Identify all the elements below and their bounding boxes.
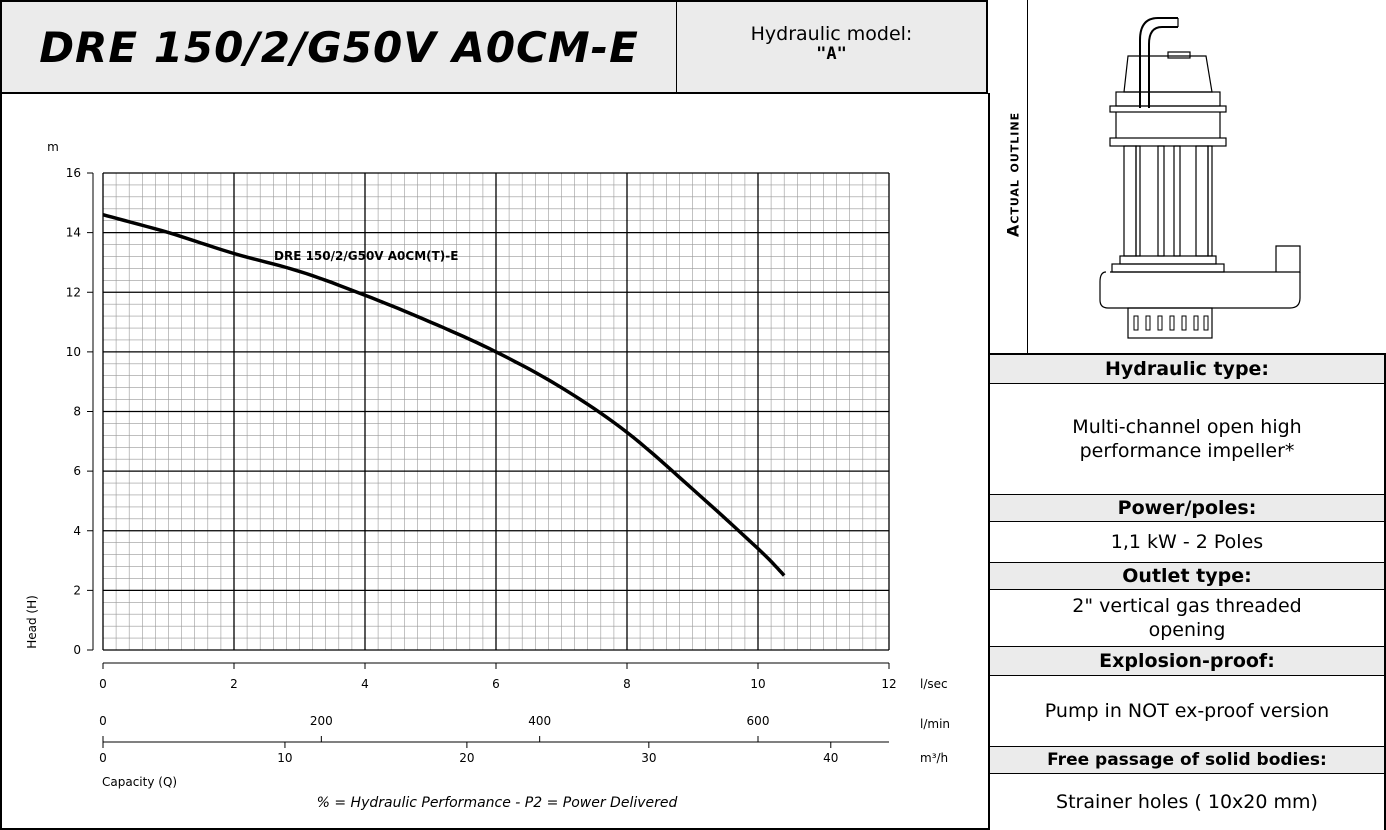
power-header: Power/poles: xyxy=(988,494,1386,522)
title-box: DRE 150/2/G50V A0CM-E xyxy=(0,0,678,94)
pump-outline-box xyxy=(1028,0,1386,354)
hydraulic-model-label: Hydraulic model: xyxy=(750,23,913,45)
x-tick-label-lmin: 0 xyxy=(99,714,107,728)
chart-frame: 0 2 4 6 8 10 12 14 16 0 2 4 6 8 10 12 l/sec 0 200 400 600 l/m… xyxy=(0,93,990,830)
x-tick-label-lsec: 0 xyxy=(99,677,107,691)
y-axis-label: Head (H) xyxy=(25,595,39,649)
series-label: DRE 150/2/G50V A0CM(T)-E xyxy=(274,249,458,263)
power-text: 1,1 kW - 2 Poles xyxy=(1110,531,1264,553)
hydraulic-model-box: Hydraulic model: "A" xyxy=(676,0,988,94)
passage-header: Free passage of solid bodies: xyxy=(988,746,1386,774)
x-tick-label-lmin: 200 xyxy=(310,714,333,728)
x-tick-label-lsec: 8 xyxy=(623,677,631,691)
actual-outline-label: Actual outline xyxy=(1003,111,1023,238)
x-tick-label-lmin: 600 xyxy=(747,714,770,728)
hydraulic-type-text: Multi-channel open high performance impe… xyxy=(1072,416,1302,462)
x-unit-lmin: l/min xyxy=(920,717,950,731)
y-tick-label: 16 xyxy=(66,166,81,180)
x-tick-label-lsec: 6 xyxy=(492,677,500,691)
hydraulic-model-value: "A" xyxy=(816,44,847,64)
x-unit-m3h: m³/h xyxy=(920,751,948,765)
y-tick-label: 10 xyxy=(66,345,81,359)
hydraulic-type-value: Multi-channel open high performance impe… xyxy=(988,384,1386,494)
x-tick-label-m3h: 0 xyxy=(99,751,107,765)
x-tick-label-lsec: 4 xyxy=(361,677,369,691)
y-tick-label: 8 xyxy=(73,405,81,419)
y-tick-label: 2 xyxy=(73,583,81,597)
x-tick-label-lsec: 2 xyxy=(230,677,238,691)
x-tick-label-lsec: 10 xyxy=(750,677,765,691)
x-tick-label-lsec: 12 xyxy=(881,677,896,691)
x-tick-label-m3h: 10 xyxy=(277,751,292,765)
y-tick-label: 14 xyxy=(66,226,81,240)
x-axis-label: Capacity (Q) xyxy=(102,775,177,789)
hydraulic-type-header: Hydraulic type: xyxy=(988,354,1386,384)
x-tick-label-m3h: 40 xyxy=(823,751,838,765)
page-title: DRE 150/2/G50V A0CM-E xyxy=(39,22,639,72)
y-unit-label: m xyxy=(47,140,59,154)
passage-text: Strainer holes ( 10x20 mm) xyxy=(1056,791,1318,813)
chart-footnote: % = Hydraulic Performance - P2 = Power D… xyxy=(317,795,678,811)
y-tick-label: 4 xyxy=(73,524,81,538)
y-tick-label: 6 xyxy=(73,464,81,478)
explosion-value: Pump in NOT ex-proof version xyxy=(988,676,1386,746)
outlet-text: 2" vertical gas threaded opening xyxy=(1072,595,1302,641)
outlet-value: 2" vertical gas threaded opening xyxy=(988,590,1386,646)
outlet-header: Outlet type: xyxy=(988,562,1386,590)
y-tick-label: 12 xyxy=(66,285,81,299)
x-tick-label-m3h: 30 xyxy=(641,751,656,765)
x-tick-label-lmin: 400 xyxy=(528,714,551,728)
outline-label-box: Actual outline xyxy=(988,0,1028,354)
pump-outline-image xyxy=(1099,17,1301,339)
power-value: 1,1 kW - 2 Poles xyxy=(988,522,1386,562)
x-unit-lsec: l/sec xyxy=(920,677,948,691)
x-tick-label-m3h: 20 xyxy=(459,751,474,765)
y-tick-label: 0 xyxy=(73,643,81,657)
series-curve xyxy=(102,213,786,577)
explosion-header: Explosion-proof: xyxy=(988,646,1386,676)
explosion-text: Pump in NOT ex-proof version xyxy=(1044,700,1330,722)
passage-value: Strainer holes ( 10x20 mm) xyxy=(988,774,1386,830)
